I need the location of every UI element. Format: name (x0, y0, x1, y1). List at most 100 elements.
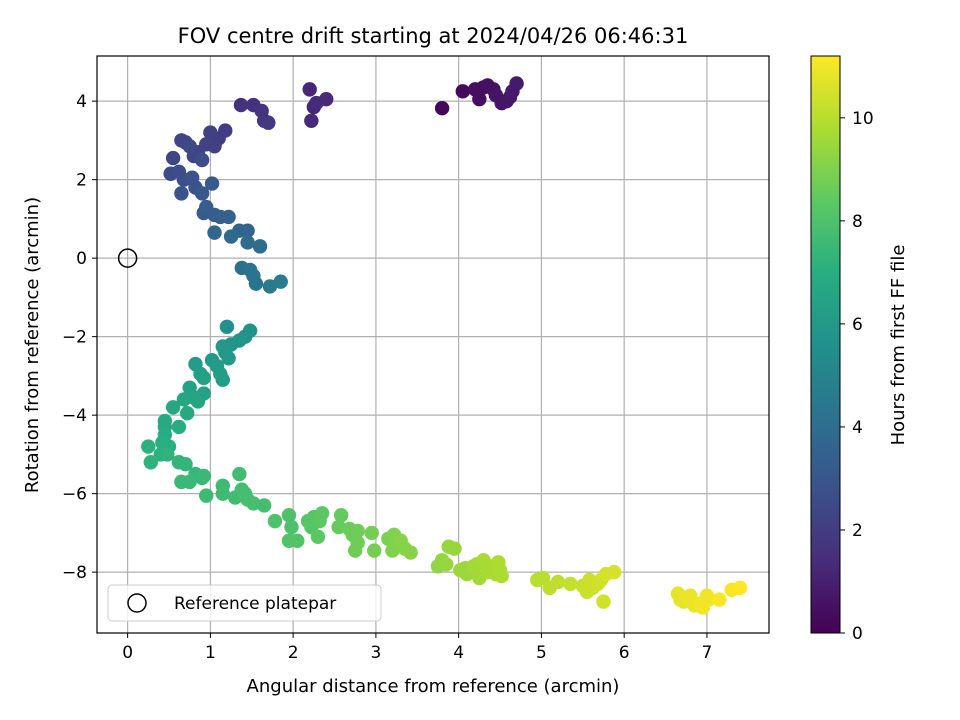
x-axis-label: Angular distance from reference (arcmin) (247, 676, 620, 697)
data-point (262, 279, 278, 294)
y-tick-label: −6 (62, 485, 87, 505)
y-tick-label: 2 (76, 171, 87, 191)
data-point (204, 176, 220, 191)
x-tick-label: 7 (702, 643, 713, 663)
data-point (331, 519, 346, 535)
data-point (240, 235, 255, 250)
grid-lines (97, 56, 769, 633)
data-point (252, 239, 268, 254)
data-point (281, 508, 297, 523)
colorbar: 0 2 4 6 8 10 Hours from first FF file (810, 55, 909, 644)
data-point (221, 351, 236, 366)
x-tick-label: 3 (370, 643, 381, 663)
data-point (196, 468, 211, 484)
y-axis-label: Rotation from reference (arcmin) (22, 197, 43, 493)
legend-marker (127, 593, 147, 613)
data-point (439, 557, 454, 572)
data-point (233, 97, 249, 113)
data-point (310, 529, 326, 545)
data-point (221, 209, 236, 225)
data-point (509, 76, 524, 91)
data-point (194, 186, 210, 201)
y-tick-label: −4 (62, 406, 87, 426)
data-point (180, 405, 195, 421)
data-point (141, 439, 156, 454)
data-point (174, 186, 189, 201)
data-point (455, 84, 470, 99)
data-point (194, 152, 210, 168)
data-point (494, 568, 509, 584)
reference-platepar-marker (117, 248, 138, 268)
data-point (196, 370, 211, 386)
data-point (190, 394, 206, 409)
colorbar-tick-label: 4 (852, 418, 863, 438)
data-point (304, 113, 319, 128)
data-point (240, 223, 255, 238)
data-point (563, 576, 578, 592)
data-point (319, 91, 334, 107)
colorbar-tick-label: 2 (852, 521, 863, 541)
x-tick-label: 5 (536, 643, 547, 663)
data-point (732, 580, 748, 596)
data-point (434, 101, 450, 116)
y-tick-label: 0 (76, 249, 87, 269)
data-point (267, 513, 283, 529)
data-point (199, 488, 214, 503)
legend-box (107, 584, 382, 622)
x-axis-ticks: 0 1 2 3 4 5 6 7 (122, 633, 712, 663)
data-point (182, 139, 197, 154)
data-point (273, 274, 288, 289)
data-point (701, 592, 716, 607)
y-tick-label: −8 (62, 563, 87, 583)
chart-title: FOV centre drift starting at 2024/04/26 … (178, 24, 689, 48)
data-point (237, 486, 253, 501)
data-point (261, 115, 276, 130)
data-point (223, 229, 239, 244)
x-tick-label: 6 (619, 643, 630, 663)
colorbar-ticks: 0 2 4 6 8 10 (840, 109, 874, 644)
data-point (215, 372, 230, 388)
data-point (160, 447, 175, 462)
data-point (284, 519, 299, 535)
data-point (350, 535, 365, 550)
data-point (176, 392, 192, 407)
colorbar-label: Hours from first FF file (888, 245, 909, 446)
colorbar-tick-label: 0 (852, 624, 863, 644)
y-tick-label: 4 (76, 92, 87, 112)
data-point (256, 498, 272, 513)
data-point (333, 508, 349, 523)
data-point (350, 523, 365, 539)
y-axis-ticks: −8 −6 −4 −2 0 2 4 (62, 92, 97, 583)
data-point (143, 455, 158, 470)
x-tick-label: 4 (453, 643, 464, 663)
data-point (403, 545, 418, 560)
colorbar-gradient (810, 55, 841, 634)
legend-label: Reference platepar (174, 594, 336, 614)
data-points (141, 76, 748, 615)
data-point (248, 276, 264, 291)
colorbar-tick-label: 8 (852, 212, 863, 232)
data-point (246, 496, 261, 511)
colorbar-tick-label: 6 (852, 315, 863, 335)
y-tick-label: −2 (62, 328, 87, 348)
data-point (314, 506, 330, 521)
data-point (178, 457, 193, 472)
data-point (207, 225, 222, 240)
x-tick-label: 0 (122, 643, 133, 663)
data-point (367, 543, 382, 558)
data-point (215, 486, 230, 501)
data-point (232, 466, 247, 482)
data-point (171, 419, 187, 435)
data-point (203, 125, 218, 140)
data-point (607, 564, 622, 580)
data-point (447, 541, 462, 556)
data-point (182, 474, 197, 490)
data-point (302, 82, 317, 97)
data-point (165, 150, 181, 166)
x-tick-label: 1 (205, 643, 216, 663)
colorbar-tick-label: 10 (852, 109, 874, 129)
data-point (550, 574, 566, 590)
data-point (165, 400, 181, 415)
legend: Reference platepar (107, 584, 382, 622)
